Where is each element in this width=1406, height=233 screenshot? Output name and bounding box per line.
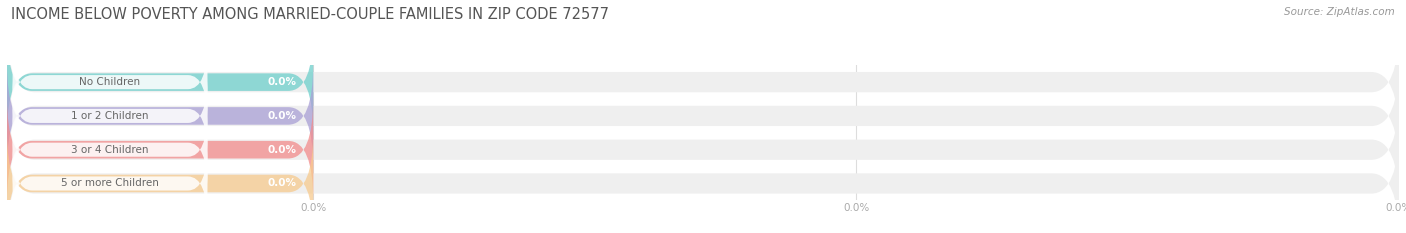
FancyBboxPatch shape [7,58,1399,173]
FancyBboxPatch shape [7,126,1399,233]
Text: 0.0%: 0.0% [267,145,297,155]
Text: 5 or more Children: 5 or more Children [60,178,159,188]
Text: 0.0%: 0.0% [267,111,297,121]
Text: 0.0%: 0.0% [267,178,297,188]
FancyBboxPatch shape [13,110,208,190]
FancyBboxPatch shape [7,98,314,202]
FancyBboxPatch shape [13,143,208,224]
Text: Source: ZipAtlas.com: Source: ZipAtlas.com [1284,7,1395,17]
Text: 0.0%: 0.0% [267,77,297,87]
FancyBboxPatch shape [13,42,208,122]
FancyBboxPatch shape [7,131,314,233]
FancyBboxPatch shape [7,25,1399,140]
FancyBboxPatch shape [7,64,314,168]
Text: INCOME BELOW POVERTY AMONG MARRIED-COUPLE FAMILIES IN ZIP CODE 72577: INCOME BELOW POVERTY AMONG MARRIED-COUPL… [11,7,609,22]
Text: 1 or 2 Children: 1 or 2 Children [72,111,149,121]
Text: 3 or 4 Children: 3 or 4 Children [72,145,149,155]
Text: No Children: No Children [80,77,141,87]
FancyBboxPatch shape [7,30,314,134]
FancyBboxPatch shape [13,76,208,156]
FancyBboxPatch shape [7,92,1399,207]
